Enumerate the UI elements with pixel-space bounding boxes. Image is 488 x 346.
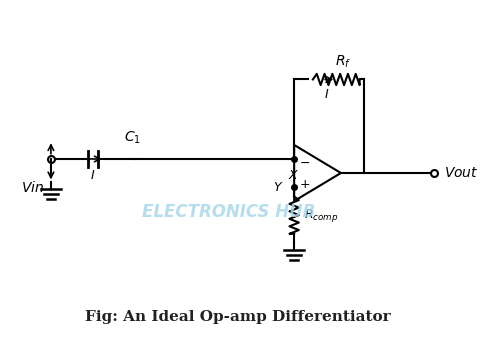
- Text: $C_1$: $C_1$: [124, 129, 141, 146]
- Text: $+$: $+$: [299, 178, 310, 191]
- Text: $R_f$: $R_f$: [335, 54, 351, 70]
- Text: $X$: $X$: [288, 169, 300, 182]
- Text: $R_{comp}$: $R_{comp}$: [304, 207, 338, 224]
- Text: $-$: $-$: [299, 156, 310, 169]
- Text: ELECTRONICS HUB: ELECTRONICS HUB: [142, 203, 315, 221]
- Text: $I$: $I$: [90, 169, 96, 182]
- Text: $Vout$: $Vout$: [444, 166, 478, 180]
- Text: $I$: $I$: [324, 88, 329, 101]
- Text: $Vin$: $Vin$: [20, 180, 44, 194]
- Text: Fig: An Ideal Op-amp Differentiator: Fig: An Ideal Op-amp Differentiator: [85, 310, 391, 324]
- Text: $Y$: $Y$: [273, 181, 284, 193]
